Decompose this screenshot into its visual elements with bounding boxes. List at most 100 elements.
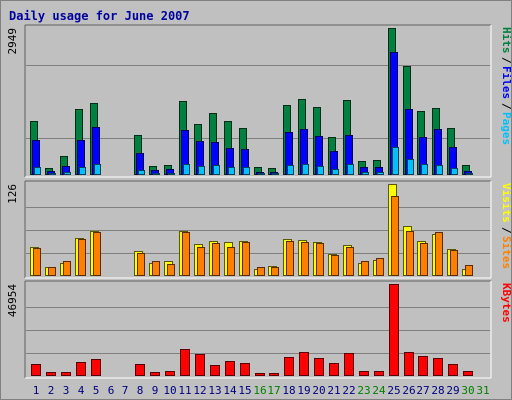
kbytes-bar-kbytes-day-14 (225, 361, 235, 376)
x-tick-label: 19 (297, 384, 310, 397)
visits-bar-sites-day-8 (137, 253, 145, 276)
hits-bar-pages-day-12 (198, 166, 205, 175)
x-tick-label: 27 (416, 384, 429, 397)
hits-panel-background (25, 25, 491, 177)
hits-bar-pages-day-21 (332, 169, 339, 175)
legend-label-pages: Pages (500, 112, 511, 145)
hits-bar-pages-day-25 (392, 147, 399, 175)
x-tick-label: 26 (402, 384, 415, 397)
hits-bar-pages-day-16 (258, 173, 265, 175)
legend-label-sites: Sites (500, 236, 511, 269)
kbytes-bar-kbytes-day-9 (150, 372, 160, 376)
x-tick-label: 3 (63, 384, 70, 397)
x-axis-day-labels: 1 2 3 4 5 6 7 8 9 10 11 12 13 14 15 16 17 18 19 20 21 22 23 24 2… (33, 384, 490, 397)
visits-bar-sites-day-22 (346, 247, 354, 276)
hits-bar-pages-day-11 (183, 164, 190, 175)
kbytes-bar-kbytes-day-4 (76, 362, 86, 376)
x-tick-label: 14 (223, 384, 237, 397)
legend-separator: / (500, 103, 511, 110)
visits-bar-sites-day-14 (227, 247, 235, 276)
x-tick-label: 4 (78, 384, 85, 397)
hits-bar-pages-day-20 (317, 166, 324, 175)
kbytes-bar-kbytes-day-12 (195, 354, 205, 376)
kbytes-bar-kbytes-day-19 (299, 352, 309, 376)
hits-bar-pages-day-14 (228, 167, 235, 175)
hits-bar-pages-day-2 (49, 173, 56, 175)
visits-bar-sites-day-3 (63, 261, 71, 276)
x-tick-label: 11 (178, 384, 191, 397)
kbytes-bar-kbytes-day-17 (269, 373, 279, 376)
kbytes-bar-kbytes-day-15 (240, 363, 250, 376)
kbytes-bar-kbytes-day-26 (404, 352, 414, 376)
x-tick-label: 29 (446, 384, 459, 397)
hits-bar-pages-day-28 (436, 165, 443, 175)
kbytes-bar-kbytes-day-8 (135, 364, 145, 376)
visits-bar-sites-day-13 (212, 243, 220, 276)
x-tick-label: 10 (163, 384, 176, 397)
kbytes-bar-kbytes-day-10 (165, 371, 175, 376)
visits-bar-sites-day-12 (197, 247, 205, 276)
x-tick-label: 2 (48, 384, 55, 397)
visits-bar-sites-day-15 (242, 242, 250, 276)
kbytes-bar-kbytes-day-18 (284, 357, 294, 376)
hits-bar-pages-day-9 (153, 173, 160, 175)
visits-legend: Visits / Sites (500, 183, 511, 269)
hits-bar-pages-day-24 (377, 172, 384, 175)
legend-label-hits: Hits (500, 27, 511, 54)
visits-bar-sites-day-24 (376, 258, 384, 276)
visits-bar-sites-day-27 (420, 243, 428, 276)
visits-bar-sites-day-30 (465, 265, 473, 276)
x-tick-label: 21 (327, 384, 340, 397)
x-tick-label: 20 (312, 384, 325, 397)
x-tick-label: 24 (372, 384, 386, 397)
kbytes-bar-kbytes-day-25 (389, 284, 399, 376)
kbytes-bar-kbytes-day-2 (46, 372, 56, 376)
legend-separator: / (500, 227, 511, 234)
x-tick-label: 13 (208, 384, 221, 397)
kbytes-bar-kbytes-day-28 (433, 358, 443, 376)
visits-bar-sites-day-16 (257, 267, 265, 276)
x-tick-label: 22 (342, 384, 355, 397)
visits-bar-sites-day-28 (435, 232, 443, 276)
visits-bar-sites-day-19 (301, 242, 309, 276)
visits-bar-sites-day-2 (48, 267, 56, 276)
x-tick-label: 30 (461, 384, 474, 397)
hits-ymax-label: 2949 (6, 28, 19, 55)
hits-bar-pages-day-13 (213, 165, 220, 175)
visits-bar-sites-day-25 (391, 196, 399, 276)
kbytes-bar-kbytes-day-1 (31, 364, 41, 376)
x-tick-label: 7 (122, 384, 129, 397)
kbytes-bar-kbytes-day-23 (359, 371, 369, 376)
hits-bar-pages-day-15 (243, 167, 250, 175)
kbytes-bar-kbytes-day-27 (418, 356, 428, 376)
x-tick-label: 1 (33, 384, 40, 397)
visits-bar-sites-day-9 (152, 261, 160, 276)
x-tick-label: 23 (357, 384, 370, 397)
kbytes-bar-kbytes-day-20 (314, 358, 324, 376)
x-tick-label: 18 (282, 384, 295, 397)
visits-bar-sites-day-1 (33, 248, 41, 276)
kbytes-bar-kbytes-day-13 (210, 365, 220, 376)
hits-bar-pages-day-3 (64, 172, 71, 175)
kbytes-ymax-label: 46954 (6, 284, 19, 317)
hits-bar-pages-day-5 (94, 164, 101, 175)
x-tick-label: 15 (238, 384, 251, 397)
visits-bar-sites-day-20 (316, 243, 324, 276)
hits-bar-pages-day-10 (168, 173, 175, 175)
hits-bar-pages-day-27 (421, 164, 428, 175)
kbytes-bar-kbytes-day-16 (255, 373, 265, 376)
hits-bar-pages-day-22 (347, 164, 354, 175)
kbytes-bar-kbytes-day-3 (61, 372, 71, 376)
kbytes-bar-kbytes-day-24 (374, 371, 384, 376)
kbytes-bar-kbytes-day-29 (448, 364, 458, 376)
visits-bar-sites-day-4 (78, 239, 86, 276)
x-tick-label: 28 (431, 384, 444, 397)
hits-bar-pages-day-1 (34, 167, 41, 175)
x-tick-label: 31 (476, 384, 489, 397)
hits-bar-pages-day-4 (79, 167, 86, 175)
legend-label-visits: Visits (500, 183, 511, 223)
chart-panels: 2949 Hits / Files / Pages 126 Visits / Sites 46954… (6, 24, 511, 379)
visits-bar-sites-day-18 (286, 241, 294, 276)
x-tick-label: 5 (93, 384, 100, 397)
